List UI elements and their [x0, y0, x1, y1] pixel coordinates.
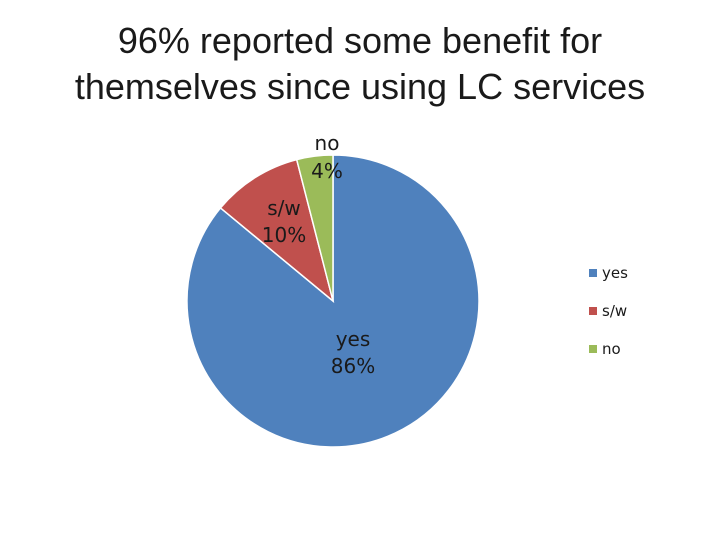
legend-label: yes [602, 264, 628, 282]
chart-title-line-2: themselves since using LC services [74, 66, 646, 107]
pie-slices [186, 154, 480, 448]
data-labels: yes 86% s/w 10%no 4% [262, 131, 375, 378]
legend-label: s/w [602, 302, 627, 320]
pie-slice-no [295, 154, 334, 302]
chart-title-line-1: 96% reported some benefit for [117, 20, 603, 61]
pie-slice-sw [219, 158, 335, 304]
legend-label: no [602, 340, 621, 358]
data-label-no: no 4% [311, 131, 343, 183]
legend: yes s/w no [589, 264, 628, 358]
legend-item-sw: s/w [589, 302, 627, 320]
legend-swatch [589, 307, 597, 315]
legend-item-no: no [589, 340, 621, 358]
data-label-sw: s/w 10% [262, 196, 306, 247]
data-label-yes: yes 86% [331, 327, 375, 378]
legend-swatch [589, 269, 597, 277]
legend-item-yes: yes [589, 264, 628, 282]
legend-swatch [589, 345, 597, 353]
chart-title: 96% reported some benefit for themselves… [0, 18, 720, 110]
